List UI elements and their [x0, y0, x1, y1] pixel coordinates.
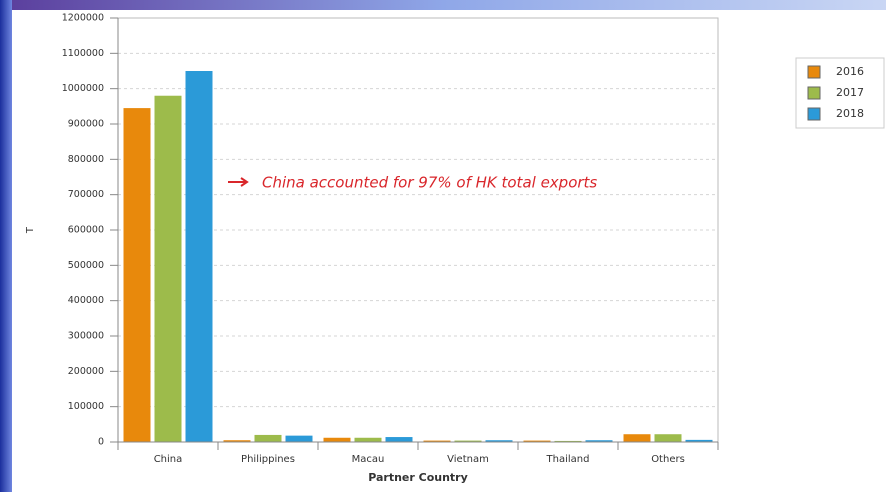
- bar: [554, 440, 582, 442]
- legend-label: 2017: [836, 86, 864, 99]
- x-tick-label: Macau: [352, 454, 385, 465]
- y-tick-label: 400000: [68, 295, 104, 306]
- legend-swatch: [807, 65, 821, 79]
- bar: [385, 437, 413, 442]
- y-tick-label: 0: [98, 437, 104, 448]
- bar: [623, 434, 651, 442]
- y-tick-label: 700000: [68, 189, 104, 200]
- bar: [454, 440, 482, 442]
- x-tick-label: Others: [651, 454, 685, 465]
- bar: [523, 440, 551, 442]
- y-axis-label: T: [25, 226, 36, 234]
- bar: [354, 437, 382, 442]
- x-axis-label: Partner Country: [368, 471, 468, 484]
- bar: [654, 434, 682, 442]
- y-tick-label: 600000: [68, 225, 104, 236]
- top-band: [0, 0, 886, 10]
- legend-label: 2016: [836, 65, 864, 78]
- bar: [154, 95, 182, 442]
- y-tick-label: 100000: [68, 401, 104, 412]
- annotation: China accounted for 97% of HK total expo…: [262, 174, 597, 192]
- x-tick-label: Philippines: [241, 454, 295, 465]
- bar: [423, 440, 451, 442]
- y-tick-label: 200000: [68, 366, 104, 377]
- x-tick-label: Vietnam: [447, 454, 489, 465]
- legend-label: 2018: [836, 107, 864, 120]
- bar: [585, 440, 613, 442]
- legend-swatch: [807, 107, 821, 121]
- bar: [223, 440, 251, 442]
- bar: [285, 435, 313, 442]
- bar: [123, 108, 151, 442]
- x-tick-label: China: [154, 454, 183, 465]
- y-tick-label: 300000: [68, 331, 104, 342]
- legend-swatch: [807, 86, 821, 100]
- y-tick-label: 1200000: [62, 13, 104, 24]
- bar: [485, 440, 513, 442]
- bar: [185, 71, 213, 442]
- bar: [323, 437, 351, 442]
- x-tick-label: Thailand: [546, 454, 590, 465]
- y-tick-label: 1100000: [62, 48, 104, 59]
- bar: [685, 439, 713, 442]
- annotation-arrow: [228, 177, 249, 187]
- y-tick-label: 800000: [68, 154, 104, 165]
- y-tick-label: 900000: [68, 119, 104, 130]
- bar: [254, 434, 282, 442]
- y-tick-label: 1000000: [62, 83, 104, 94]
- y-tick-label: 500000: [68, 260, 104, 271]
- side-band: [0, 0, 12, 492]
